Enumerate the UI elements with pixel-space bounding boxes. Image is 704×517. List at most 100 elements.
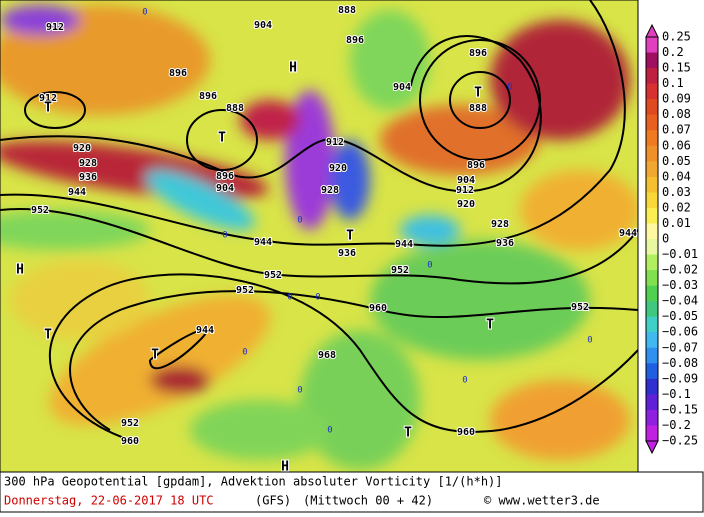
colorbar-label: 0.01 xyxy=(662,216,691,230)
colorbar-label: 0.2 xyxy=(662,45,684,59)
colorbar-segment xyxy=(646,332,658,349)
contour-label: 952 xyxy=(264,270,282,281)
pressure-system: H xyxy=(16,263,24,278)
contour-label: 944 xyxy=(68,187,86,198)
zero-contour-label: 0 xyxy=(587,336,592,346)
colorbar-arrow-top xyxy=(645,23,659,38)
zero-contour-label: 0 xyxy=(297,216,302,226)
pressure-system: T xyxy=(151,348,159,363)
colorbar-label: −0.25 xyxy=(662,434,698,448)
footer-credit: © www.wetter3.de xyxy=(484,494,600,508)
colorbar-segment xyxy=(646,425,658,442)
footer-date: Donnerstag, 22-06-2017 18 UTC xyxy=(4,494,214,508)
colorbar-label: −0.08 xyxy=(662,356,698,370)
zero-contour-label: 0 xyxy=(507,83,512,93)
contour-label: 952 xyxy=(121,418,139,429)
colorbar-label: 0.08 xyxy=(662,107,691,121)
colorbar-segment xyxy=(646,254,658,271)
colorbar-label: −0.01 xyxy=(662,247,698,261)
colorbar-label: 0.03 xyxy=(662,185,691,199)
colorbar-label: 0.04 xyxy=(662,169,691,183)
colorbar-segment xyxy=(646,176,658,193)
colorbar-segment xyxy=(646,83,658,100)
zero-contour-label: 0 xyxy=(222,231,227,241)
pressure-system: T xyxy=(486,318,494,333)
colorbar-label: −0.07 xyxy=(662,340,698,354)
colorbar: 0.250.2 0.150.1 0.090.08 0.070.06 0.050.04 0.… xyxy=(645,23,698,455)
contour-label: 936 xyxy=(496,238,514,249)
contour-label: 896 xyxy=(169,68,187,79)
contour-label: 960 xyxy=(369,303,387,314)
contour-label: 928 xyxy=(79,158,97,169)
colorbar-label: 0.07 xyxy=(662,123,691,137)
contour-label: 960 xyxy=(121,436,139,447)
colorbar-segment xyxy=(646,114,658,131)
contour-label: 896 xyxy=(216,171,234,182)
colorbar-segment xyxy=(646,223,658,240)
colorbar-label: −0.2 xyxy=(662,418,691,432)
colorbar-segment xyxy=(646,378,658,395)
colorbar-label: 0 xyxy=(662,232,669,246)
colorbar-label: 0.15 xyxy=(662,61,691,75)
colorbar-segment xyxy=(646,409,658,426)
colorbar-frame xyxy=(645,36,659,442)
colorbar-segment xyxy=(646,285,658,302)
contour-label: 896 xyxy=(346,35,364,46)
pressure-system: T xyxy=(44,101,52,116)
colorbar-segment xyxy=(646,192,658,209)
colorbar-label: 0.09 xyxy=(662,92,691,106)
colorbar-label: −0.04 xyxy=(662,294,698,308)
contour-label: 944 xyxy=(196,325,214,336)
colorbar-segment xyxy=(646,239,658,256)
colorbar-label: 0.25 xyxy=(662,30,691,44)
colorbar-segment xyxy=(646,37,658,54)
contour-label: 904 xyxy=(457,175,475,186)
contour-label: 896 xyxy=(199,91,217,102)
contour-label: 936 xyxy=(338,248,356,259)
colorbar-label: −0.05 xyxy=(662,309,698,323)
colorbar-segment xyxy=(646,99,658,116)
zero-contour-label: 0 xyxy=(327,426,332,436)
contour-label: 952 xyxy=(236,285,254,296)
pressure-system: H xyxy=(281,460,289,475)
footer-run: (Mittwoch 00 + 42) xyxy=(303,494,433,508)
footer-frame xyxy=(0,471,704,513)
contour-label: 904 xyxy=(216,183,234,194)
colorbar-label: 0.06 xyxy=(662,138,691,152)
pressure-system: T xyxy=(404,426,412,441)
colorbar-segment xyxy=(646,52,658,69)
contour-label: 912 xyxy=(39,93,57,104)
contour-label: 944 xyxy=(254,237,272,248)
zero-contour-label: 0 xyxy=(287,293,292,303)
contour-label: 912 xyxy=(326,137,344,148)
zero-contour-label: 0 xyxy=(242,348,247,358)
zero-contour-label: 0 xyxy=(142,8,147,18)
contour-label: 952 xyxy=(31,205,49,216)
contour-label: 960 xyxy=(457,427,475,438)
colorbar-label: −0.06 xyxy=(662,325,698,339)
colorbar-label: −0.03 xyxy=(662,278,698,292)
colorbar-segment xyxy=(646,347,658,364)
zero-contour-label: 0 xyxy=(427,261,432,271)
colorbar-segment xyxy=(646,394,658,411)
colorbar-segment xyxy=(646,130,658,147)
zero-contour-label: 0 xyxy=(297,386,302,396)
colorbar-segment xyxy=(646,270,658,287)
contour-label: 920 xyxy=(329,163,347,174)
pressure-system: H xyxy=(289,61,297,76)
contour-label: 936 xyxy=(79,172,97,183)
colorbar-segment xyxy=(646,316,658,333)
zero-contour-label: 0 xyxy=(315,293,320,303)
colorbar-label: −0.1 xyxy=(662,387,691,401)
contour-label: 896 xyxy=(467,160,485,171)
contour-label: 896 xyxy=(469,48,487,59)
contour-label: 928 xyxy=(491,219,509,230)
pressure-system: T xyxy=(218,131,226,146)
vorticity-map: 9129129048888968969048888968968889129209… xyxy=(0,0,638,475)
contour-label: 944 xyxy=(619,228,637,239)
contour-label: 888 xyxy=(338,5,356,16)
colorbar-segment xyxy=(646,161,658,178)
colorbar-label: −0.09 xyxy=(662,371,698,385)
colorbar-label: 0.1 xyxy=(662,76,684,90)
